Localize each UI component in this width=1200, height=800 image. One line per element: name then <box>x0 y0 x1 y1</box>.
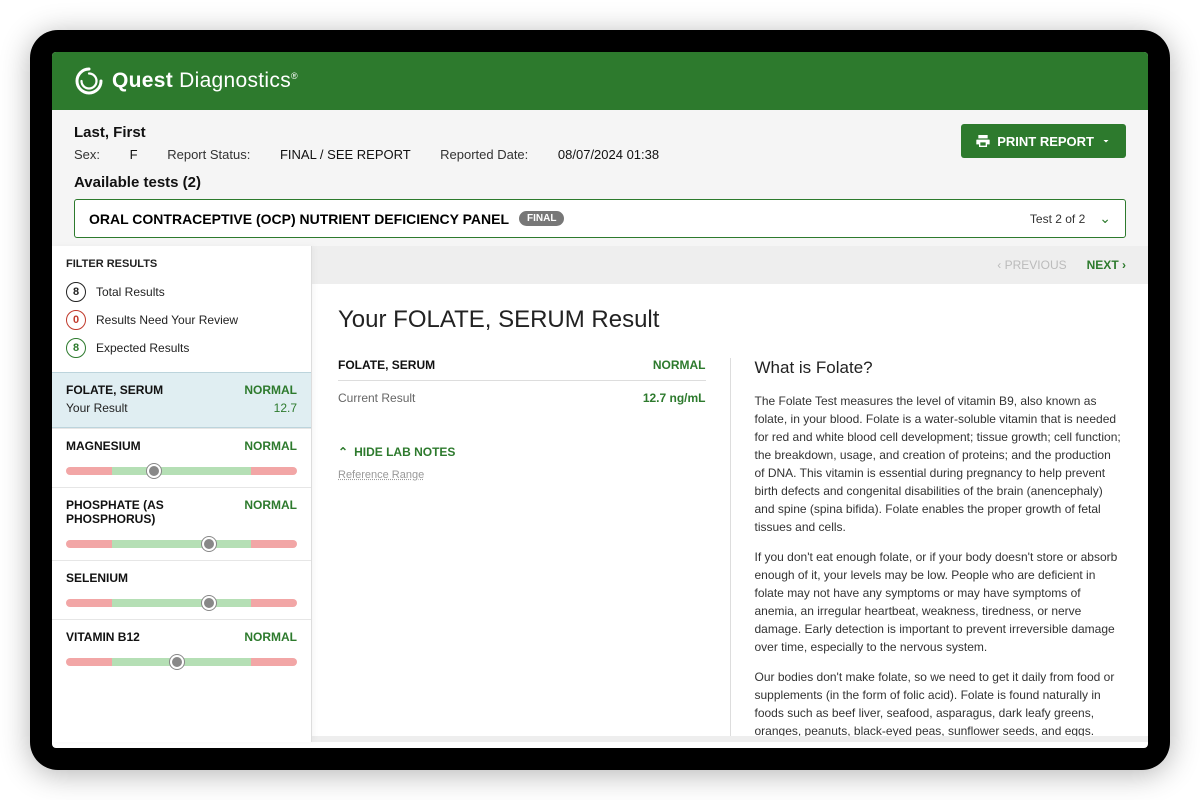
current-result-value: 12.7 ng/mL <box>643 391 706 405</box>
filter-label: Expected Results <box>96 341 189 355</box>
available-tests-label: Available tests (2) <box>74 174 1126 191</box>
filter-label: Results Need Your Review <box>96 313 238 327</box>
tablet-frame: Quest Diagnostics® PRINT REPORT Last, Fi… <box>30 30 1170 770</box>
test-card[interactable]: FOLATE, SERUM NORMAL Your Result 12.7 <box>52 372 311 428</box>
test-name: FOLATE, SERUM <box>66 383 163 397</box>
detail-title: Your FOLATE, SERUM Result <box>338 306 1122 334</box>
quest-swirl-icon <box>74 66 104 96</box>
current-result-label: Current Result <box>338 391 415 405</box>
info-body: The Folate Test measures the level of vi… <box>755 392 1123 736</box>
info-column: What is Folate? The Folate Test measures… <box>730 358 1123 736</box>
sidebar: FILTER RESULTS 8 Total Results 0 Results Ne… <box>52 246 312 742</box>
your-result-label: Your Result <box>66 401 128 415</box>
test-card[interactable]: SELENIUM <box>52 560 311 619</box>
brand-logo: Quest Diagnostics® <box>74 66 298 96</box>
test-card[interactable]: VITAMIN B12 NORMAL <box>52 619 311 678</box>
filter-label: Total Results <box>96 285 165 299</box>
filter-row[interactable]: 8 Expected Results <box>52 334 311 362</box>
test-name: SELENIUM <box>66 571 128 585</box>
test-name: PHOSPHATE (AS PHOSPHORUS) <box>66 498 244 526</box>
test-name: VITAMIN B12 <box>66 630 140 644</box>
info-paragraph: Our bodies don't make folate, so we need… <box>755 668 1123 736</box>
range-bar <box>66 540 297 548</box>
range-marker <box>202 596 216 610</box>
final-pill: FINAL <box>519 211 564 226</box>
test-status: NORMAL <box>244 630 297 644</box>
result-name: FOLATE, SERUM <box>338 358 435 372</box>
test-selector-dropdown[interactable]: ORAL CONTRACEPTIVE (OCP) NUTRIENT DEFICI… <box>74 199 1126 238</box>
reported-value: 08/07/2024 01:38 <box>558 147 659 162</box>
sex-label: Sex: <box>74 147 100 162</box>
reported-label: Reported Date: <box>440 147 528 162</box>
print-label: PRINT REPORT <box>997 134 1094 149</box>
test-list: FOLATE, SERUM NORMAL Your Result 12.7 MAGNES… <box>52 372 311 678</box>
filter-row[interactable]: 8 Total Results <box>52 278 311 306</box>
chevron-down-icon <box>1100 135 1112 147</box>
range-marker <box>202 537 216 551</box>
chevron-down-icon: ⌄ <box>1099 210 1111 227</box>
filter-row[interactable]: 0 Results Need Your Review <box>52 306 311 334</box>
hide-lab-notes-button[interactable]: ⌃ HIDE LAB NOTES <box>338 445 706 459</box>
test-card[interactable]: MAGNESIUM NORMAL <box>52 428 311 487</box>
status-label: Report Status: <box>167 147 250 162</box>
range-bar <box>66 599 297 607</box>
status-value: FINAL / SEE REPORT <box>280 147 411 162</box>
test-status: NORMAL <box>244 383 297 397</box>
test-status: NORMAL <box>244 439 297 453</box>
range-bar <box>66 467 297 475</box>
test-position: Test 2 of 2 <box>1030 212 1085 226</box>
main-panel: ‹ PREVIOUS NEXT › Your FOLATE, SERUM Res… <box>312 246 1148 742</box>
chevron-up-icon: ⌃ <box>338 445 348 459</box>
hide-notes-label: HIDE LAB NOTES <box>354 445 455 459</box>
brand-bold: Quest <box>112 69 173 92</box>
registered-mark: ® <box>291 71 298 81</box>
range-marker <box>170 655 184 669</box>
sex-value: F <box>130 147 138 162</box>
reference-range-label: Reference Range <box>338 469 706 481</box>
count-badge: 8 <box>66 282 86 302</box>
count-badge: 0 <box>66 310 86 330</box>
info-heading: What is Folate? <box>755 358 1123 378</box>
test-card[interactable]: PHOSPHATE (AS PHOSPHORUS)NORMAL <box>52 487 311 560</box>
filter-rows: 8 Total Results 0 Results Need Your Review 8… <box>52 278 311 362</box>
your-result-value: 12.7 <box>274 401 297 415</box>
range-bar <box>66 658 297 666</box>
nav-row: ‹ PREVIOUS NEXT › <box>312 246 1148 284</box>
test-status: NORMAL <box>244 498 297 526</box>
info-paragraph: If you don't eat enough folate, or if yo… <box>755 548 1123 656</box>
next-button[interactable]: NEXT › <box>1087 258 1126 272</box>
print-report-button[interactable]: PRINT REPORT <box>961 124 1126 158</box>
brand-text: Quest Diagnostics® <box>112 69 298 93</box>
detail-card: Your FOLATE, SERUM Result FOLATE, SERUM … <box>312 284 1148 736</box>
filter-results-heading: FILTER RESULTS <box>52 246 311 278</box>
test-name: MAGNESIUM <box>66 439 141 453</box>
app-screen: Quest Diagnostics® PRINT REPORT Last, Fi… <box>52 52 1148 748</box>
brand-light: Diagnostics <box>173 69 291 92</box>
body: FILTER RESULTS 8 Total Results 0 Results Ne… <box>52 246 1148 742</box>
selected-test-name: ORAL CONTRACEPTIVE (OCP) NUTRIENT DEFICI… <box>89 211 509 227</box>
header-bar: Quest Diagnostics® <box>52 52 1148 110</box>
previous-button: ‹ PREVIOUS <box>997 258 1066 272</box>
range-marker <box>147 464 161 478</box>
result-status: NORMAL <box>653 358 706 372</box>
print-icon <box>975 133 991 149</box>
info-paragraph: The Folate Test measures the level of vi… <box>755 392 1123 536</box>
meta-bar: PRINT REPORT Last, First Sex: F Report S… <box>52 110 1148 246</box>
result-column: FOLATE, SERUM NORMAL Current Result 12.7… <box>338 358 730 736</box>
count-badge: 8 <box>66 338 86 358</box>
